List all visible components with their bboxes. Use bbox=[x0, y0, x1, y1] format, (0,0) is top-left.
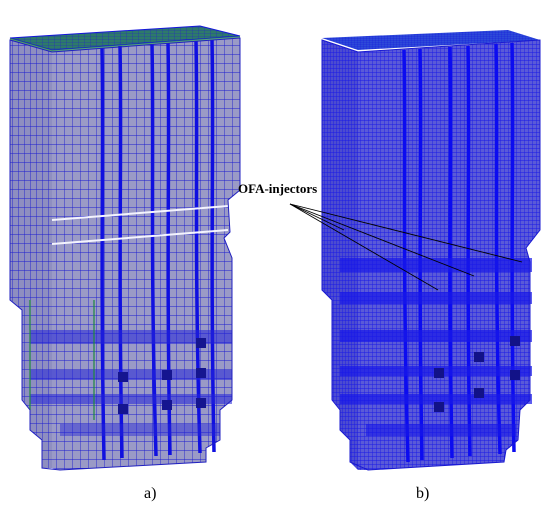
ofa-injectors-label: OFA-injectors bbox=[238, 181, 318, 196]
panel-a-left-face bbox=[10, 40, 52, 468]
panel-a-top-face bbox=[10, 26, 240, 50]
panel-a-mesh bbox=[9, 25, 241, 471]
panel-a-front-face bbox=[52, 38, 240, 470]
panel-b-top-face bbox=[322, 30, 540, 50]
panel-b-left-face bbox=[322, 40, 358, 470]
panel-b-mesh bbox=[321, 30, 541, 471]
ofa-injector-pointer-lines bbox=[289, 203, 523, 291]
panel-b-caption: b) bbox=[416, 485, 430, 502]
panel-a-caption: a) bbox=[144, 485, 157, 502]
